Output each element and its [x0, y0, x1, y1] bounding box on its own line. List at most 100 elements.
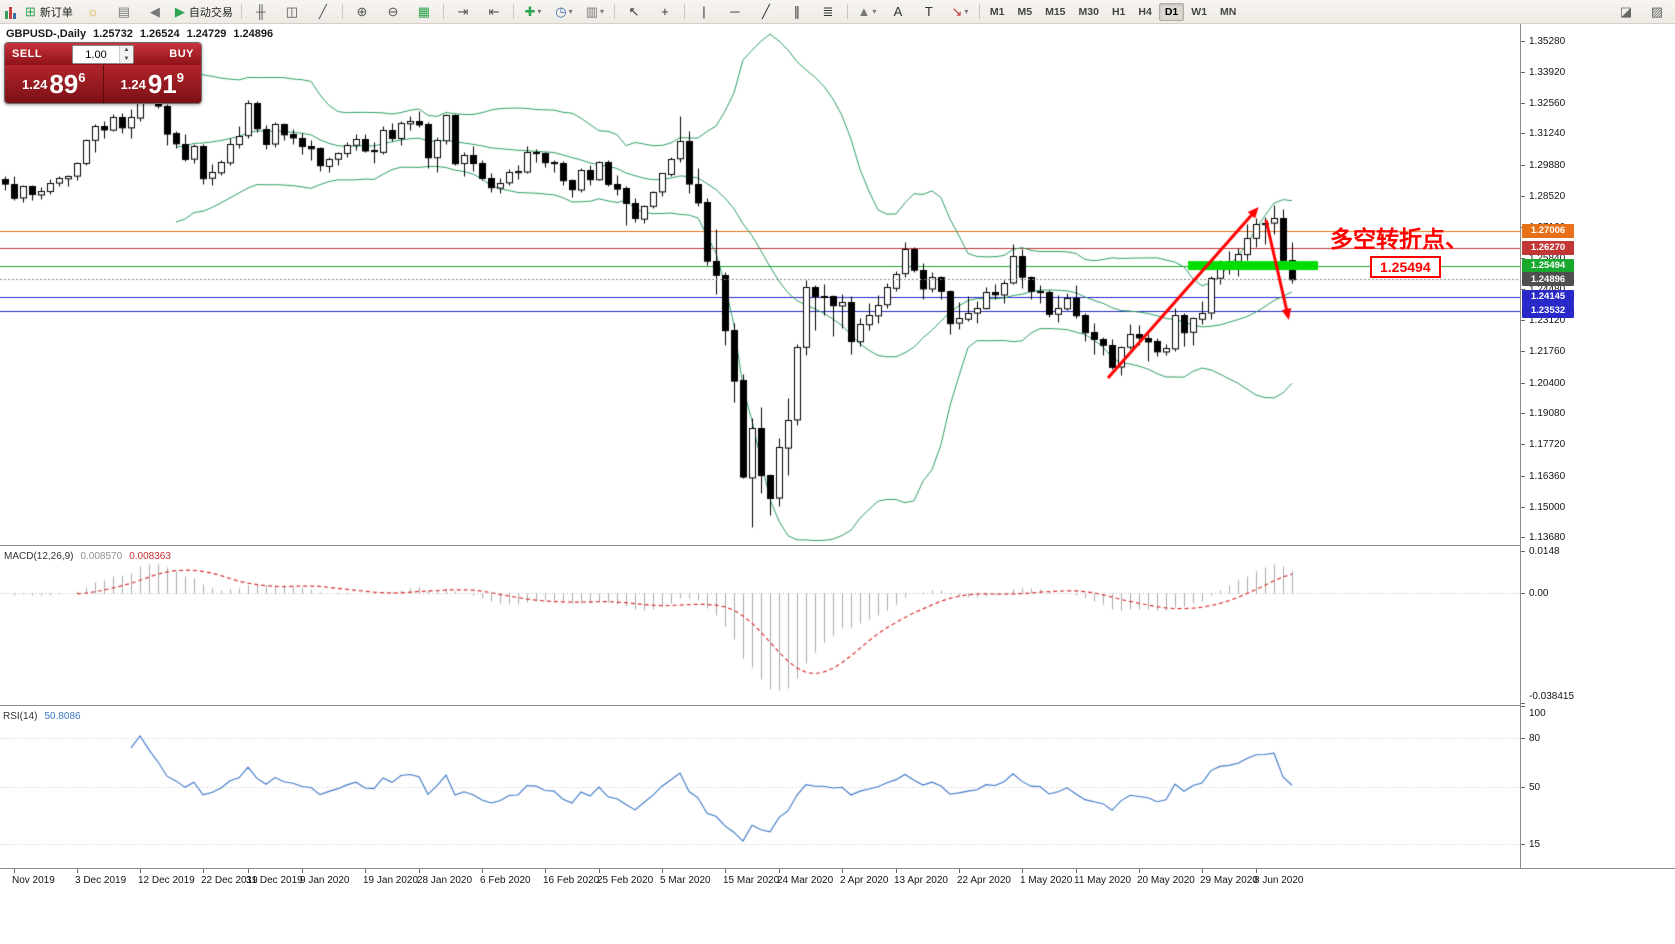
reports-icon-glyph: ▤: [117, 4, 131, 19]
logo-bar: [9, 6, 12, 19]
date-tick-mark: [896, 869, 897, 873]
timeframe-m15[interactable]: M15: [1045, 5, 1066, 18]
templates-button[interactable]: ▥ ▾: [580, 1, 610, 23]
toolbar-separator: [978, 4, 980, 19]
trendline-icon[interactable]: ╱: [751, 1, 781, 23]
bars-chart-icon[interactable]: ╫: [246, 1, 276, 23]
zoom-out-icon[interactable]: ⊖: [378, 1, 408, 23]
text-label-icon[interactable]: T: [914, 1, 944, 23]
timeframe-w1[interactable]: W1: [1191, 5, 1208, 18]
channel-icon[interactable]: ∥: [782, 1, 812, 23]
date-tick-mark: [203, 869, 204, 873]
price-tick-label: 1.35280: [1529, 35, 1566, 47]
workspace-icon[interactable]: ▨: [1642, 1, 1672, 23]
lightbulb-icon[interactable]: ☼: [78, 1, 108, 23]
price-chart-canvas[interactable]: [0, 24, 1520, 546]
pane-splitter[interactable]: [0, 705, 1675, 706]
timeframe-m30[interactable]: M30: [1078, 5, 1099, 18]
text-icon[interactable]: A: [883, 1, 913, 23]
date-label: 24 Mar 2020: [777, 875, 834, 886]
line-chart-icon[interactable]: ╱: [308, 1, 338, 23]
rsi-axis-label: 100: [1529, 708, 1546, 719]
new-order-button[interactable]: ⊞ 新订单: [21, 1, 77, 23]
horizontal-line-icon[interactable]: ─: [720, 1, 750, 23]
cursor-icon[interactable]: ↖: [619, 1, 649, 23]
time-axis[interactable]: Nov 2019 3 Dec 2019 12 Dec 2019 22 Dec 2019…: [0, 868, 1675, 890]
arrows-glyph: ↘: [951, 4, 963, 19]
toolbar-separator: [341, 4, 343, 19]
date-label: 16 Feb 2020: [543, 875, 600, 886]
price-tick-mark: [1521, 537, 1525, 538]
date-tick-mark: [1202, 869, 1203, 873]
vertical-line-icon[interactable]: |: [689, 1, 719, 23]
macd-tick-mark: [1521, 593, 1525, 594]
buy-button[interactable]: 1.24 91 9: [104, 65, 202, 103]
price-tag: 1.24896: [1522, 272, 1574, 287]
price-tick-label: 1.21760: [1529, 346, 1566, 358]
zoom-in-icon[interactable]: ⊕: [347, 1, 377, 23]
auto-scroll-icon[interactable]: ⇥: [448, 1, 478, 23]
sound-alert-icon[interactable]: ◀: [140, 1, 170, 23]
timeframe-h1[interactable]: H1: [1111, 5, 1126, 18]
rsi-axis-label: 80: [1529, 733, 1541, 745]
chart-area: 1.35280 1.33920 1.32560 1.31240 1.29880 1.285…: [0, 24, 1675, 944]
volume-down-icon[interactable]: ▼: [123, 55, 130, 62]
periods-button[interactable]: ◷ ▾: [549, 1, 579, 23]
date-label: 11 May 2020: [1074, 875, 1132, 886]
rsi-panel-canvas[interactable]: [0, 706, 1520, 868]
cursor-icon-glyph: ↖: [628, 4, 640, 19]
date-label: 22 Dec 2019: [201, 875, 258, 886]
shapes-button[interactable]: ▲ ▾: [852, 1, 882, 23]
indicators-button[interactable]: ✚ ▾: [518, 1, 548, 23]
chart-shift-icon[interactable]: ⇤: [479, 1, 509, 23]
main-toolbar: ⊞ 新订单 ☼ ▤ ◀ ▶ 自动交易 ╫ ◫ ╱ ⊕ ⊖ ▦ ⇥ ⇤ ✚ ▾ ◷ ▾ ▥ ▾ ↖ + | ─ ╱ ∥ ≣ ▲ ▾ A T ↘ ▾ M…: [0, 0, 1675, 24]
autotrading-button-label: 自动交易: [188, 6, 233, 19]
price-tag: 1.27006: [1522, 223, 1574, 238]
trendline-icon-glyph: ╱: [761, 4, 770, 19]
price-tick-mark: [1521, 476, 1525, 477]
date-tick-mark: [482, 869, 483, 873]
volume-control[interactable]: ▲▼: [72, 45, 134, 64]
timeframe-h4[interactable]: H4: [1138, 5, 1152, 18]
arrows-button[interactable]: ↘ ▾: [945, 1, 975, 23]
reports-icon[interactable]: ▤: [109, 1, 139, 23]
crosshair-icon[interactable]: +: [650, 1, 680, 23]
pane-splitter[interactable]: [0, 545, 1675, 546]
sell-button[interactable]: 1.24 89 6: [5, 65, 104, 103]
price-tick-label: 1.20400: [1529, 377, 1566, 389]
rsi-label: RSI(14) 50.8086: [3, 711, 81, 722]
timeframe-m1[interactable]: M1: [989, 5, 1005, 18]
volume-up-icon[interactable]: ▲: [123, 47, 130, 53]
sell-price-main: 89: [49, 69, 79, 99]
autotrading-glyph: ▶: [174, 4, 185, 19]
volume-stepper[interactable]: ▲ ▼: [119, 46, 133, 63]
date-label: 22 Apr 2020: [957, 875, 1011, 886]
macd-panel-canvas[interactable]: [0, 546, 1520, 706]
candles-chart-icon[interactable]: ◫: [277, 1, 307, 23]
volume-input[interactable]: [73, 46, 119, 63]
periods-glyph: ◷: [555, 4, 567, 19]
buy-price-main: 91: [147, 69, 177, 99]
tile-windows-icon[interactable]: ▦: [409, 1, 439, 23]
lightbulb-icon-glyph: ☼: [86, 4, 99, 19]
mini-chart-icon[interactable]: ◪: [1611, 1, 1641, 23]
chart-title: GBPUSD-,Daily 1.25732 1.26524 1.24729 1.…: [6, 28, 273, 40]
rsi-name: RSI(14): [3, 711, 38, 722]
timeframe-d1[interactable]: D1: [1158, 2, 1185, 21]
price-tick-label: 1.19080: [1529, 408, 1566, 420]
zoom-in-icon-glyph: ⊕: [356, 4, 368, 19]
macd-name: MACD(12,26,9): [4, 551, 74, 562]
support-price-label: 1.25494: [1370, 256, 1441, 278]
logo-bar: [13, 12, 16, 19]
text-icon-glyph: A: [893, 4, 903, 19]
timeframe-m5[interactable]: M5: [1017, 5, 1033, 18]
autotrading-button[interactable]: ▶ 自动交易: [171, 1, 237, 23]
macd-axis-label: 0.0148: [1529, 545, 1560, 557]
timeframe-mn[interactable]: MN: [1220, 5, 1237, 18]
price-tick-label: 1.16360: [1529, 470, 1566, 482]
fibonacci-icon[interactable]: ≣: [813, 1, 843, 23]
price-axis[interactable]: 1.35280 1.33920 1.32560 1.31240 1.29880 1.285…: [1520, 24, 1675, 868]
price-tick-mark: [1521, 383, 1525, 384]
rsi-value: 50.8086: [44, 711, 81, 722]
